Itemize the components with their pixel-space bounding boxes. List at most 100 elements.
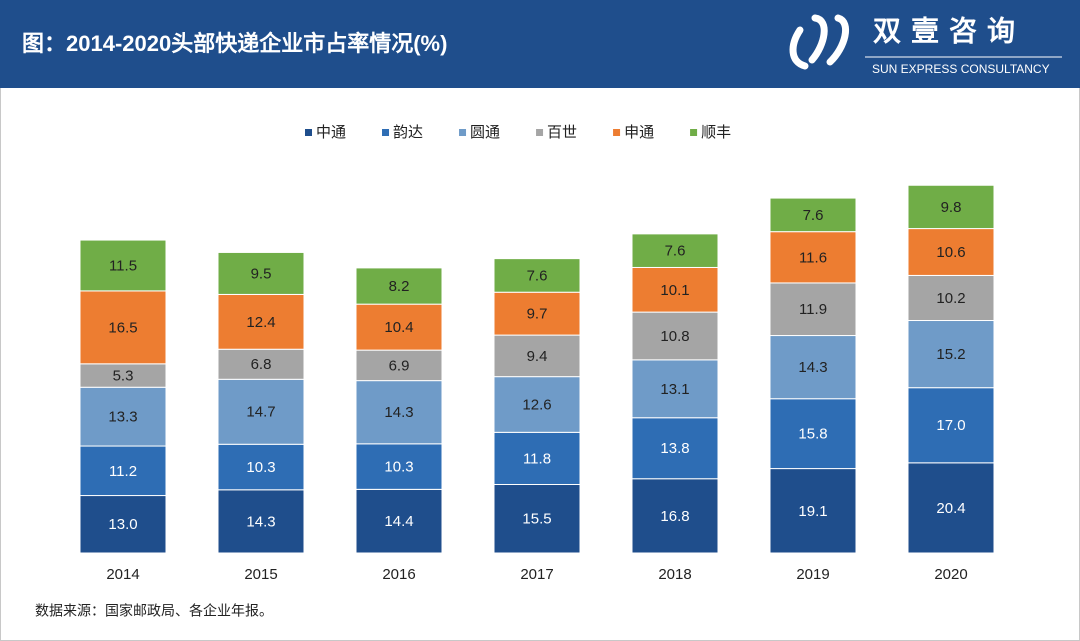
value-label: 13.1 <box>660 381 689 398</box>
bar-segment <box>631 266 719 313</box>
value-label: 13.3 <box>108 409 137 426</box>
value-label: 10.1 <box>660 282 689 299</box>
value-label: 9.7 <box>527 306 548 323</box>
value-label: 19.1 <box>798 503 827 520</box>
bar-segment <box>493 291 581 336</box>
brand-en: SUN EXPRESS CONSULTANCY <box>872 62 1050 76</box>
bar-segment <box>493 258 581 293</box>
value-label: 10.2 <box>936 290 965 307</box>
value-label: 14.7 <box>246 404 275 421</box>
bar-segment <box>631 233 719 268</box>
value-label: 12.6 <box>522 396 551 413</box>
value-label: 20.4 <box>936 500 965 517</box>
legend-label: 圆通 <box>470 124 500 141</box>
x-tick-label: 2014 <box>106 566 139 583</box>
x-tick-label: 2016 <box>382 566 415 583</box>
bar-segment <box>217 443 305 491</box>
legend-label: 顺丰 <box>701 124 731 141</box>
value-label: 13.8 <box>660 440 689 457</box>
value-label: 10.3 <box>384 459 413 476</box>
legend-label: 百世 <box>547 124 577 141</box>
value-label: 7.6 <box>665 243 686 260</box>
value-label: 9.5 <box>251 265 272 282</box>
value-label: 9.8 <box>941 199 962 216</box>
bar-segment <box>217 378 305 445</box>
bar-segment <box>79 239 167 292</box>
value-label: 17.0 <box>936 417 965 434</box>
value-label: 11.9 <box>799 301 827 318</box>
source-note: 数据来源：国家邮政局、各企业年报。 <box>35 603 273 619</box>
value-label: 14.4 <box>384 513 413 530</box>
bar-segment <box>907 274 995 322</box>
value-label: 7.6 <box>803 207 824 224</box>
value-label: 16.5 <box>108 319 137 336</box>
bar-segment <box>355 488 443 554</box>
bar-segment <box>631 478 719 554</box>
legend-swatch <box>613 129 621 136</box>
value-label: 13.0 <box>108 516 137 533</box>
value-label: 11.6 <box>799 249 827 266</box>
x-tick-label: 2019 <box>796 566 829 583</box>
bar-segment <box>907 320 995 389</box>
bar-segment <box>217 293 305 350</box>
legend-label: 中通 <box>316 124 346 141</box>
bar-segment <box>355 267 443 305</box>
value-label: 12.4 <box>246 314 275 331</box>
bar-segment <box>79 445 167 497</box>
x-tick-label: 2018 <box>658 566 691 583</box>
bar-segment <box>769 468 857 554</box>
bar-segment <box>217 348 305 380</box>
value-label: 6.9 <box>389 357 410 374</box>
value-label: 8.2 <box>389 278 410 295</box>
value-label: 14.3 <box>384 404 413 421</box>
value-label: 15.2 <box>936 346 965 363</box>
bar-segment <box>79 290 167 365</box>
bar-segment <box>493 334 581 378</box>
x-tick-label: 2020 <box>934 566 967 583</box>
logo-icon <box>789 14 850 70</box>
bar-segment <box>907 228 995 276</box>
bar-segment <box>769 282 857 337</box>
x-tick-label: 2017 <box>520 566 553 583</box>
bar-segment <box>769 398 857 470</box>
header-band <box>0 0 1080 88</box>
bar-segment <box>769 335 857 400</box>
title: 图：2014-2020头部快递企业市占率情况(%) <box>22 31 447 56</box>
value-label: 15.8 <box>798 426 827 443</box>
bar-segment <box>631 417 719 480</box>
value-label: 14.3 <box>246 513 275 530</box>
brand: 双壹咨询 <box>873 15 1025 46</box>
bar-segment <box>769 197 857 233</box>
value-label: 16.8 <box>660 508 689 525</box>
value-label: 5.3 <box>113 368 134 385</box>
legend-label: 申通 <box>624 124 654 141</box>
bar-segment <box>217 489 305 554</box>
value-label: 10.4 <box>384 319 413 336</box>
bar-segment <box>907 462 995 554</box>
value-label: 6.8 <box>251 356 272 373</box>
bar-segment <box>907 184 995 230</box>
bar-segment <box>217 251 305 295</box>
value-label: 9.4 <box>527 348 548 365</box>
value-label: 14.3 <box>798 359 827 376</box>
value-label: 15.5 <box>522 511 551 528</box>
bar-segment <box>493 431 581 485</box>
bar-segment <box>769 231 857 284</box>
value-label: 10.3 <box>246 459 275 476</box>
legend-swatch <box>305 129 312 136</box>
value-label: 11.8 <box>523 450 551 467</box>
value-label: 10.6 <box>936 244 965 261</box>
value-label: 10.8 <box>660 328 689 345</box>
bar-segment <box>355 349 443 382</box>
bar-segment <box>631 311 719 361</box>
bar-segment <box>79 386 167 447</box>
value-label: 11.2 <box>109 463 137 480</box>
bar-segment <box>79 495 167 554</box>
bar-segment <box>355 303 443 351</box>
legend-swatch <box>459 129 467 136</box>
bar-segment <box>631 359 719 419</box>
legend-swatch <box>382 129 390 136</box>
x-tick-label: 2015 <box>244 566 277 583</box>
